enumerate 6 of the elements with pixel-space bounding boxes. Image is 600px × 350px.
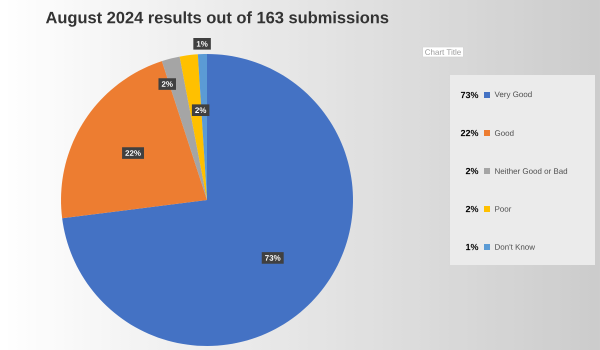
chart-title: August 2024 results out of 163 submissions [46, 11, 388, 27]
text: 2% [466, 168, 478, 174]
text: 73% [460, 92, 478, 98]
text: 2% [466, 206, 478, 212]
text: 22% [460, 130, 478, 136]
text: 1% [466, 244, 478, 250]
